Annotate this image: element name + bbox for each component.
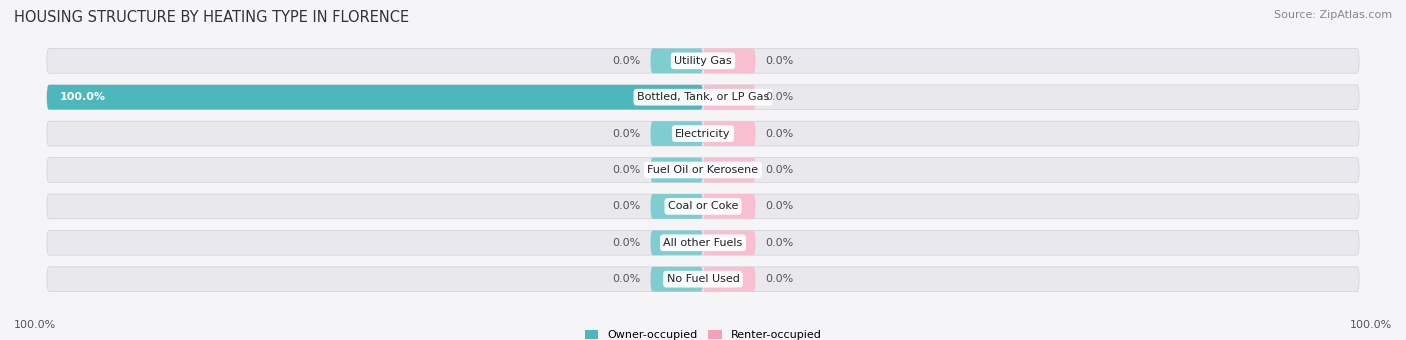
Text: Source: ZipAtlas.com: Source: ZipAtlas.com xyxy=(1274,10,1392,20)
Text: 0.0%: 0.0% xyxy=(613,165,641,175)
Text: No Fuel Used: No Fuel Used xyxy=(666,274,740,284)
Text: 0.0%: 0.0% xyxy=(765,201,793,211)
Text: 0.0%: 0.0% xyxy=(613,238,641,248)
Text: 0.0%: 0.0% xyxy=(613,56,641,66)
FancyBboxPatch shape xyxy=(651,48,703,73)
FancyBboxPatch shape xyxy=(703,121,755,146)
Text: 0.0%: 0.0% xyxy=(765,56,793,66)
FancyBboxPatch shape xyxy=(651,121,703,146)
Text: 100.0%: 100.0% xyxy=(1350,320,1392,330)
Text: 100.0%: 100.0% xyxy=(14,320,56,330)
Text: 0.0%: 0.0% xyxy=(765,274,793,284)
FancyBboxPatch shape xyxy=(703,231,755,255)
Legend: Owner-occupied, Renter-occupied: Owner-occupied, Renter-occupied xyxy=(585,330,821,340)
Text: Coal or Coke: Coal or Coke xyxy=(668,201,738,211)
FancyBboxPatch shape xyxy=(651,267,703,292)
Text: Fuel Oil or Kerosene: Fuel Oil or Kerosene xyxy=(647,165,759,175)
Text: 0.0%: 0.0% xyxy=(613,129,641,139)
Text: 0.0%: 0.0% xyxy=(613,274,641,284)
FancyBboxPatch shape xyxy=(46,194,1360,219)
FancyBboxPatch shape xyxy=(46,231,1360,255)
Text: 0.0%: 0.0% xyxy=(765,129,793,139)
FancyBboxPatch shape xyxy=(703,267,755,292)
FancyBboxPatch shape xyxy=(703,194,755,219)
FancyBboxPatch shape xyxy=(46,158,1360,182)
Text: HOUSING STRUCTURE BY HEATING TYPE IN FLORENCE: HOUSING STRUCTURE BY HEATING TYPE IN FLO… xyxy=(14,10,409,25)
FancyBboxPatch shape xyxy=(703,85,755,109)
Text: 0.0%: 0.0% xyxy=(765,238,793,248)
FancyBboxPatch shape xyxy=(46,267,1360,292)
Text: 100.0%: 100.0% xyxy=(60,92,105,102)
Text: Bottled, Tank, or LP Gas: Bottled, Tank, or LP Gas xyxy=(637,92,769,102)
FancyBboxPatch shape xyxy=(46,85,1360,109)
FancyBboxPatch shape xyxy=(703,48,755,73)
FancyBboxPatch shape xyxy=(651,231,703,255)
Text: Electricity: Electricity xyxy=(675,129,731,139)
FancyBboxPatch shape xyxy=(46,121,1360,146)
FancyBboxPatch shape xyxy=(651,158,703,182)
FancyBboxPatch shape xyxy=(703,158,755,182)
Text: 0.0%: 0.0% xyxy=(613,201,641,211)
FancyBboxPatch shape xyxy=(46,48,1360,73)
Text: 0.0%: 0.0% xyxy=(765,165,793,175)
Text: Utility Gas: Utility Gas xyxy=(675,56,731,66)
FancyBboxPatch shape xyxy=(46,85,703,109)
Text: 0.0%: 0.0% xyxy=(765,92,793,102)
FancyBboxPatch shape xyxy=(651,194,703,219)
Text: All other Fuels: All other Fuels xyxy=(664,238,742,248)
